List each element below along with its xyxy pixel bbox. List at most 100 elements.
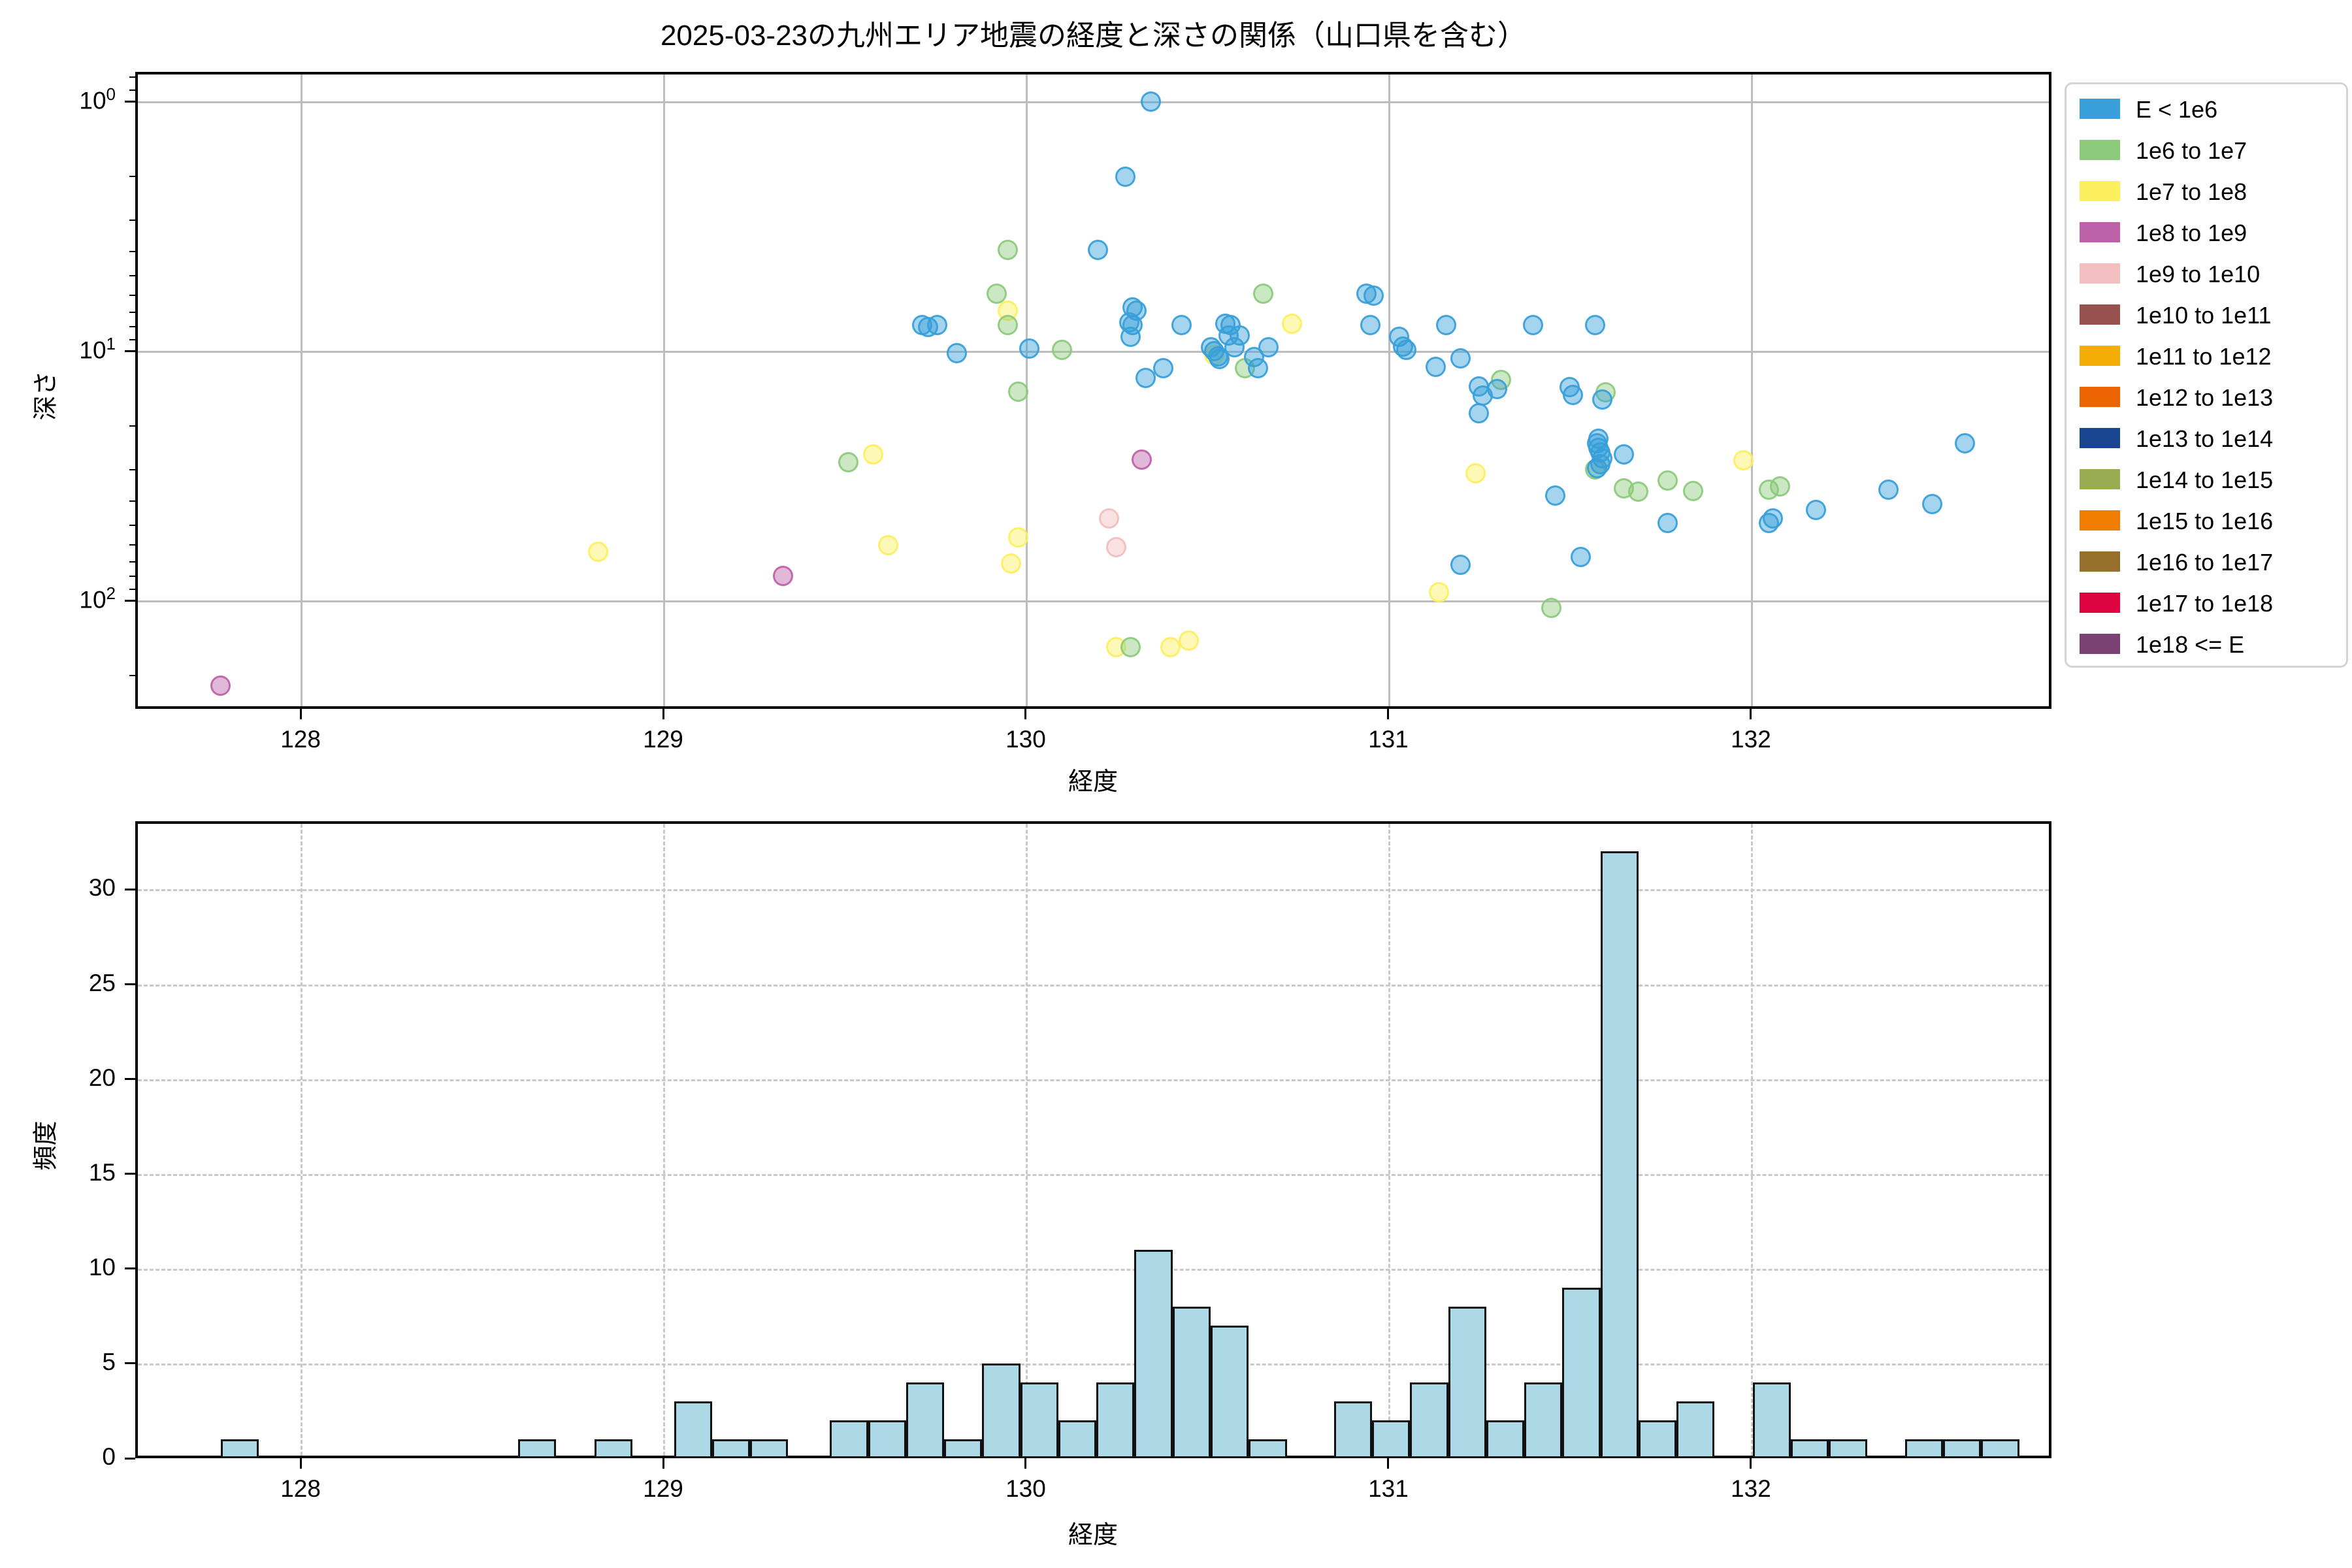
histogram-bar	[982, 1363, 1021, 1458]
scatter-point	[1450, 555, 1471, 576]
tick-mark	[662, 1458, 664, 1469]
scatter-point	[1282, 314, 1303, 335]
gridline	[301, 74, 303, 706]
scatter-point	[1224, 337, 1245, 358]
histogram-bar	[1172, 1306, 1211, 1458]
minor-tick-mark	[129, 575, 135, 577]
histogram-bar	[1904, 1439, 1944, 1458]
scatter-point	[1051, 339, 1072, 360]
tick-mark	[1387, 709, 1390, 719]
gridline	[663, 74, 666, 706]
scatter-point	[997, 315, 1018, 336]
gridline	[138, 600, 2049, 602]
histogram-bar	[1790, 1439, 1829, 1458]
x-tick-label: 131	[1368, 1475, 1409, 1502]
legend-entry: E < 1e6	[2066, 88, 2346, 129]
legend-entry: 1e11 to 1e12	[2066, 335, 2346, 376]
gridline	[138, 1173, 2049, 1176]
scatter-point	[1140, 91, 1161, 112]
legend-entry: 1e6 to 1e7	[2066, 129, 2346, 171]
gridline	[1025, 824, 1028, 1456]
gridline	[1750, 74, 1753, 706]
scatter-point	[1657, 513, 1678, 534]
histogram-bar	[1058, 1420, 1097, 1458]
legend-swatch	[2080, 181, 2120, 201]
scatter-point	[1179, 630, 1200, 651]
scatter-point	[863, 444, 884, 465]
scatter-point	[1425, 357, 1446, 378]
tick-mark	[125, 1267, 135, 1270]
gridline	[138, 1079, 2049, 1081]
y-tick-label: 5	[102, 1348, 116, 1375]
legend-swatch	[2080, 263, 2120, 284]
y-tick-label: 0	[102, 1443, 116, 1470]
histogram-plot-area	[135, 821, 2051, 1458]
minor-tick-mark	[129, 588, 135, 590]
scatter-point	[772, 566, 793, 587]
minor-tick-mark	[129, 251, 135, 253]
scatter-point	[1465, 463, 1486, 484]
histogram-bar	[518, 1439, 557, 1458]
tick-mark	[1750, 709, 1752, 719]
scatter-point	[1120, 637, 1141, 658]
scatter-point	[1878, 480, 1899, 500]
legend-swatch	[2080, 387, 2120, 407]
histogram-bar	[1562, 1287, 1601, 1458]
x-tick-label: 130	[1005, 726, 1046, 753]
histogram-bar	[944, 1439, 983, 1458]
legend-label: 1e17 to 1e18	[2136, 590, 2274, 617]
minor-tick-mark	[129, 674, 135, 676]
scatter-point	[1153, 357, 1174, 378]
histogram-bar	[1333, 1401, 1372, 1458]
scatter-point	[1126, 300, 1147, 321]
scatter-point	[1115, 166, 1136, 187]
tick-mark	[125, 983, 135, 986]
scatter-point	[1019, 338, 1040, 359]
minor-tick-mark	[129, 338, 135, 340]
legend-label: 1e16 to 1e17	[2136, 549, 2274, 576]
legend-entry: 1e15 to 1e16	[2066, 500, 2346, 541]
scatter-point	[1106, 536, 1127, 557]
scatter-point	[1132, 449, 1152, 470]
scatter-xlabel: 経度	[1068, 768, 1119, 796]
legend-entry: 1e13 to 1e14	[2066, 417, 2346, 459]
legend-entry: 1e8 to 1e9	[2066, 212, 2346, 253]
scatter-point	[1008, 382, 1029, 402]
gridline	[1388, 824, 1390, 1456]
legend-swatch	[2080, 140, 2120, 160]
tick-mark	[1024, 1458, 1027, 1469]
minor-tick-mark	[129, 311, 135, 313]
scatter-point	[947, 342, 968, 363]
scatter-point	[1563, 384, 1584, 405]
y-tick-label: 10	[88, 1253, 116, 1281]
gridline	[138, 889, 2049, 892]
y-tick-label: 102	[79, 583, 116, 613]
minor-tick-mark	[129, 89, 135, 91]
scatter-point	[1099, 508, 1120, 529]
scatter-point	[1450, 348, 1471, 368]
scatter-point	[1921, 493, 1942, 514]
legend-label: 1e7 to 1e8	[2136, 178, 2247, 205]
scatter-point	[1258, 337, 1279, 358]
legend-label: 1e10 to 1e11	[2136, 302, 2272, 329]
legend-label: 1e15 to 1e16	[2136, 508, 2274, 534]
legend-swatch	[2080, 99, 2120, 119]
scatter-point	[1586, 458, 1607, 478]
scatter-point	[1523, 315, 1544, 336]
scatter-point	[1469, 403, 1490, 424]
scatter-point	[1429, 582, 1450, 603]
scatter-point	[1486, 378, 1507, 399]
minor-tick-mark	[129, 469, 135, 471]
histogram-bar	[1524, 1382, 1563, 1458]
minor-tick-mark	[129, 76, 135, 78]
scatter-point	[1001, 553, 1022, 574]
scatter-point	[1008, 527, 1029, 548]
legend: E < 1e6 1e6 to 1e7 1e7 to 1e8 1e8 to 1e9 1e9…	[2065, 82, 2348, 668]
x-tick-label: 131	[1368, 726, 1409, 753]
x-tick-label: 129	[643, 1475, 683, 1502]
x-tick-label: 132	[1731, 1475, 1771, 1502]
scatter-point	[1570, 547, 1591, 568]
histogram-bar	[1638, 1420, 1677, 1458]
tick-mark	[299, 709, 302, 719]
